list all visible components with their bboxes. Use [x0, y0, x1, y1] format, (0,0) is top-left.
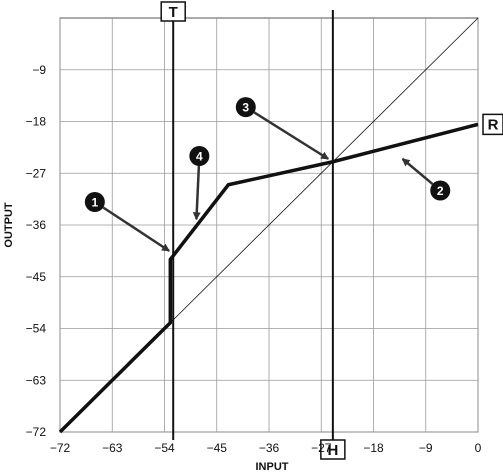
x-tick-label: −27 [311, 441, 332, 455]
callout-2-number: 2 [437, 184, 444, 198]
tick-labels: −72 −63 −54 −45 −36 −27 −18 −9 0 −72 −63 −54 −45 −36 −… [26, 63, 482, 455]
callout-group: 1 2 3 4 [84, 97, 451, 252]
y-tick-label: −18 [26, 115, 47, 129]
y-axis-title: OUTPUT [3, 202, 15, 248]
marker-r-label: R [488, 116, 499, 133]
x-tick-label: −18 [363, 441, 384, 455]
callout-3-badge [235, 97, 256, 118]
x-tick-label: −9 [419, 441, 433, 455]
x-axis-title: INPUT [256, 461, 289, 472]
unity-line [59, 17, 479, 433]
callout-1-arrow [102, 206, 170, 252]
callout-3-number: 3 [242, 101, 249, 115]
y-tick-label: −54 [26, 322, 47, 336]
callout-4-badge [189, 146, 210, 166]
series-group [58, 17, 479, 434]
marker-t-box [160, 1, 186, 22]
y-tick-label: −27 [26, 166, 47, 180]
y-tick-label: −45 [26, 270, 47, 284]
marker-t-label: T [169, 4, 178, 21]
marker-group: T H R [160, 1, 503, 460]
y-tick-label: −9 [32, 63, 46, 77]
y-tick-label: −63 [26, 373, 47, 387]
callout-2-badge [430, 180, 451, 201]
callout-1-number: 1 [91, 196, 98, 210]
x-tick-label: −54 [154, 441, 175, 455]
y-tick-label: −72 [26, 425, 47, 439]
x-tick-label: 0 [475, 441, 482, 455]
marker-h-label: H [327, 442, 338, 459]
x-tick-label: −45 [207, 441, 228, 455]
marker-h-box [320, 439, 346, 460]
callout-4-number: 4 [196, 150, 203, 164]
x-tick-label: −63 [102, 441, 123, 455]
y-tick-label: −36 [26, 218, 47, 232]
callout-4-arrow [192, 165, 201, 221]
x-tick-label: −72 [50, 441, 71, 455]
x-tick-label: −36 [259, 441, 280, 455]
marker-r-box [482, 113, 503, 136]
callout-2-arrow [401, 157, 434, 186]
callout-1-badge [84, 192, 105, 212]
callout-3-arrow [253, 111, 330, 160]
